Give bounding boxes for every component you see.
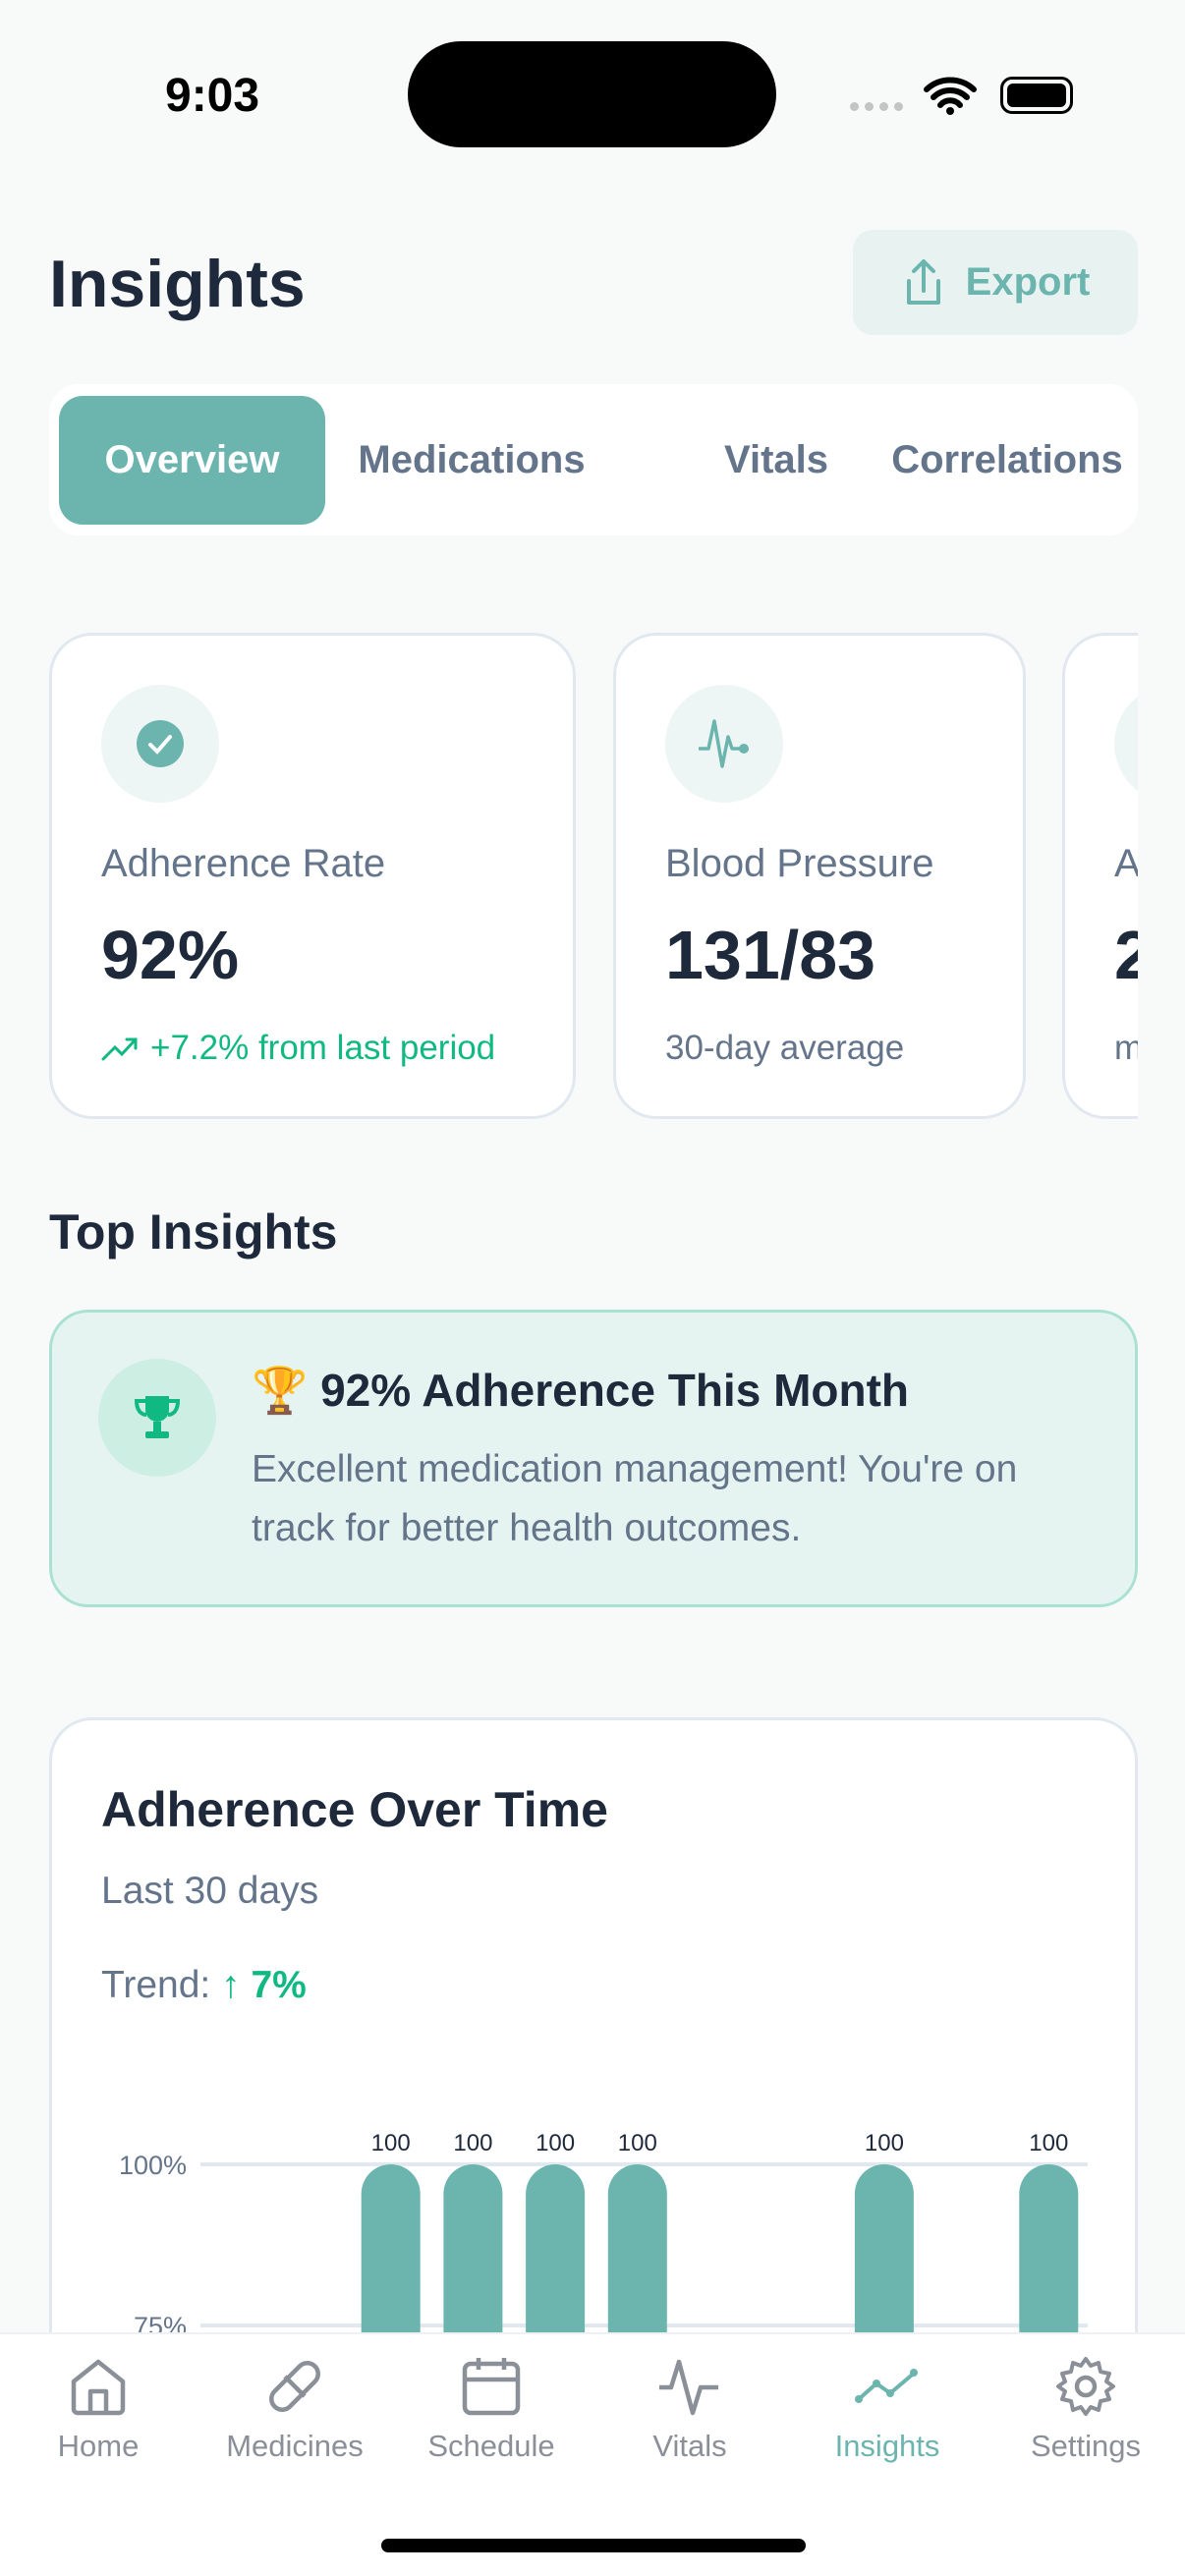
bar xyxy=(443,2164,503,2332)
y-tick-label: 100% xyxy=(119,2151,187,2180)
tabbar-schedule[interactable]: Schedule xyxy=(393,2354,590,2464)
home-indicator xyxy=(381,2539,806,2552)
bar-data-label: 100 xyxy=(865,2130,904,2156)
trophy-icon xyxy=(98,1359,216,1477)
share-icon xyxy=(906,258,940,305)
insights-icon xyxy=(855,2369,918,2403)
bar xyxy=(607,2164,667,2332)
card-sub: m xyxy=(1114,1029,1138,1067)
export-label: Export xyxy=(965,260,1091,304)
gear-icon xyxy=(1056,2357,1115,2416)
insight-card[interactable]: 🏆 92% Adherence This Month Excellent med… xyxy=(49,1310,1138,1607)
card-value: 92% xyxy=(101,917,240,993)
insight-title: 92% Adherence This Month xyxy=(320,1365,910,1416)
card-value: 131/83 xyxy=(665,917,876,993)
segment-tabs: Overview Medications Vitals Correlations xyxy=(49,384,1138,535)
tabbar-vitals[interactable]: Vitals xyxy=(592,2354,788,2464)
bar xyxy=(1019,2164,1079,2332)
third-summary-card[interactable]: A 2 m xyxy=(1062,633,1138,1119)
signal-icon xyxy=(850,102,903,111)
adherence-bar-chart: 100%75%10010010010010010010 xyxy=(119,2130,1088,2332)
trend-value: ↑ 7% xyxy=(221,1964,307,2006)
bar-data-label: 100 xyxy=(536,2130,575,2156)
wifi-icon xyxy=(924,77,977,115)
tab-correlations[interactable]: Correlations xyxy=(891,438,1123,481)
trending-up-icon xyxy=(101,1037,138,1061)
tabbar-label: Schedule xyxy=(427,2429,555,2463)
bar xyxy=(854,2164,914,2332)
bar-data-label: 100 xyxy=(1029,2130,1068,2156)
summary-cards-carousel[interactable]: Adherence Rate 92% +7.2% from last perio… xyxy=(49,633,1138,1120)
chart-title: Adherence Over Time xyxy=(101,1782,608,1837)
tab-medications[interactable]: Medications xyxy=(358,438,586,481)
bar-data-label: 100 xyxy=(453,2130,492,2156)
card-label: Adherence Rate xyxy=(101,842,386,885)
tab-overview[interactable]: Overview xyxy=(59,396,325,525)
activity-icon xyxy=(659,2359,718,2416)
heart-pulse-icon xyxy=(665,685,783,803)
card-label: A xyxy=(1114,842,1138,885)
tabbar-label: Medicines xyxy=(226,2429,364,2463)
tabbar-label: Insights xyxy=(834,2429,940,2463)
y-tick-label: 75% xyxy=(134,2312,187,2332)
bar-data-label: 100 xyxy=(618,2130,657,2156)
dynamic-island xyxy=(408,41,776,147)
insight-body: Excellent medication management! You're … xyxy=(252,1448,1018,1549)
adherence-rate-card[interactable]: Adherence Rate 92% +7.2% from last perio… xyxy=(49,633,576,1119)
tabbar-medicines[interactable]: Medicines xyxy=(197,2354,393,2464)
tabbar-insights[interactable]: Insights xyxy=(789,2354,986,2464)
tab-vitals[interactable]: Vitals xyxy=(724,438,828,481)
bar xyxy=(526,2164,586,2332)
bar-data-label: 100 xyxy=(371,2130,411,2156)
tabbar-label: Vitals xyxy=(652,2429,727,2463)
blood-pressure-card[interactable]: Blood Pressure 131/83 30-day average xyxy=(613,633,1026,1119)
home-icon xyxy=(71,2359,126,2416)
tabbar-settings[interactable]: Settings xyxy=(988,2354,1184,2464)
page-title: Insights xyxy=(49,247,306,321)
pill-icon xyxy=(269,2361,320,2412)
status-time: 9:03 xyxy=(165,70,260,122)
battery-icon xyxy=(1000,77,1073,114)
trend-label: Trend: xyxy=(101,1964,211,2006)
card-value: 2 xyxy=(1114,917,1138,993)
tabbar-label: Home xyxy=(57,2429,140,2463)
card-change: +7.2% from last period xyxy=(150,1029,496,1067)
tabbar-label: Settings xyxy=(1030,2429,1141,2463)
export-button[interactable]: Export xyxy=(853,230,1138,335)
top-insights-heading: Top Insights xyxy=(49,1204,338,1260)
card-label: Blood Pressure xyxy=(665,842,934,885)
check-circle-icon xyxy=(101,685,219,803)
chart-subtitle: Last 30 days xyxy=(101,1870,319,1912)
trophy-emoji: 🏆 xyxy=(252,1365,309,1416)
card-sub: 30-day average xyxy=(665,1029,905,1067)
adherence-chart-card: Adherence Over Time Last 30 days Trend: … xyxy=(49,1717,1138,2405)
calendar-icon xyxy=(462,2358,521,2416)
bar xyxy=(361,2164,421,2332)
bottom-tab-bar: Home Medicines Schedule Vitals Insights … xyxy=(0,2332,1185,2576)
card-icon xyxy=(1114,685,1138,803)
tabbar-home[interactable]: Home xyxy=(0,2354,197,2464)
